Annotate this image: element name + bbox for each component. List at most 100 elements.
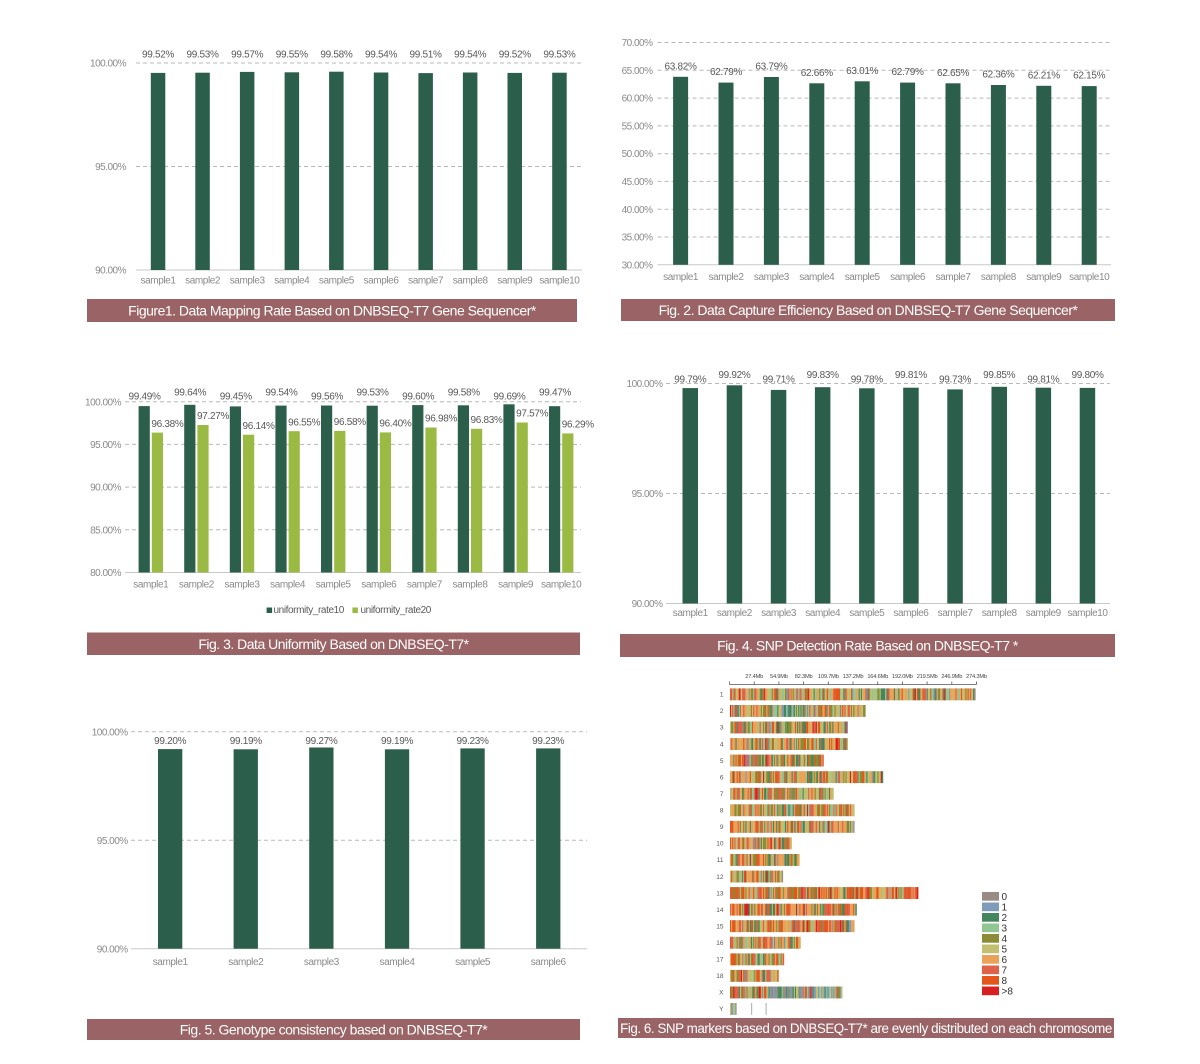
svg-text:16: 16 [716, 940, 724, 947]
svg-text:99.83%: 99.83% [807, 370, 840, 381]
svg-text:sample4: sample4 [799, 272, 835, 283]
svg-text:246.9Mb: 246.9Mb [941, 674, 962, 680]
svg-text:99.47%: 99.47% [539, 387, 572, 398]
svg-text:63.01%: 63.01% [846, 66, 879, 77]
svg-text:Y: Y [719, 1006, 724, 1013]
svg-text:82.3Mb: 82.3Mb [795, 674, 813, 680]
svg-text:2: 2 [720, 708, 724, 715]
svg-text:97.27%: 97.27% [197, 411, 230, 422]
svg-text:sample2: sample2 [185, 276, 221, 287]
svg-text:1: 1 [1002, 902, 1008, 913]
svg-text:6: 6 [720, 774, 724, 781]
svg-text:sample3: sample3 [304, 957, 340, 968]
svg-text:62.66%: 62.66% [801, 68, 834, 79]
svg-text:sample3: sample3 [230, 276, 266, 287]
svg-text:sample6: sample6 [890, 272, 926, 283]
svg-text:7: 7 [720, 791, 724, 798]
svg-text:sample10: sample10 [541, 580, 582, 591]
svg-text:164.6Mb: 164.6Mb [867, 674, 888, 680]
svg-text:96.29%: 96.29% [562, 420, 595, 431]
svg-text:35.00%: 35.00% [622, 233, 654, 244]
svg-text:8: 8 [720, 808, 724, 815]
svg-text:99.69%: 99.69% [493, 392, 526, 403]
svg-text:sample9: sample9 [1026, 608, 1062, 619]
svg-text:54.9Mb: 54.9Mb [770, 674, 788, 680]
svg-text:sample6: sample6 [893, 608, 929, 619]
svg-text:70.00%: 70.00% [622, 38, 654, 49]
svg-text:96.14%: 96.14% [243, 421, 276, 432]
svg-text:5: 5 [720, 758, 724, 765]
svg-text:99.58%: 99.58% [320, 50, 353, 61]
svg-text:9: 9 [720, 824, 724, 831]
svg-text:99.55%: 99.55% [276, 50, 309, 61]
svg-text:sample2: sample2 [179, 580, 215, 591]
svg-text:4: 4 [720, 741, 724, 748]
svg-text:sample1: sample1 [153, 957, 189, 968]
svg-text:90.00%: 90.00% [97, 944, 129, 955]
svg-text:17: 17 [716, 957, 724, 964]
svg-text:95.00%: 95.00% [90, 440, 122, 451]
svg-text:65.00%: 65.00% [622, 66, 654, 77]
svg-text:96.98%: 96.98% [425, 414, 458, 425]
svg-text:99.80%: 99.80% [1071, 370, 1104, 381]
svg-text:sample2: sample2 [709, 272, 745, 283]
svg-text:99.23%: 99.23% [532, 736, 565, 747]
svg-text:sample3: sample3 [761, 608, 797, 619]
svg-text:sample1: sample1 [141, 276, 177, 287]
svg-text:sample9: sample9 [497, 276, 533, 287]
svg-text:uniformity_rate10: uniformity_rate10 [274, 605, 345, 616]
svg-text:Fig. 2. Data Capture Efficienc: Fig. 2. Data Capture Efficiency Based on… [659, 302, 1079, 318]
svg-text:15: 15 [716, 923, 724, 930]
svg-text:4: 4 [1002, 934, 1008, 945]
svg-text:18: 18 [716, 973, 724, 980]
svg-text:99.85%: 99.85% [983, 370, 1016, 381]
svg-text:99.52%: 99.52% [142, 50, 175, 61]
svg-text:sample2: sample2 [228, 957, 264, 968]
svg-text:Fig. 5. Genotype consistency b: Fig. 5. Genotype consistency based on DN… [180, 1022, 489, 1038]
svg-text:sample6: sample6 [364, 276, 400, 287]
svg-text:sample9: sample9 [498, 580, 534, 591]
svg-text:sample8: sample8 [453, 276, 489, 287]
svg-text:99.53%: 99.53% [357, 387, 390, 398]
svg-text:96.55%: 96.55% [288, 417, 321, 428]
svg-text:sample4: sample4 [270, 580, 306, 591]
svg-text:60.00%: 60.00% [622, 94, 654, 105]
svg-text:90.00%: 90.00% [632, 599, 664, 610]
svg-text:sample5: sample5 [455, 957, 491, 968]
svg-text:63.79%: 63.79% [755, 62, 788, 73]
svg-text:99.78%: 99.78% [851, 375, 884, 386]
svg-text:99.79%: 99.79% [674, 375, 707, 386]
svg-text:Fig. 3. Data Uniformity Based: Fig. 3. Data Uniformity Based on DNBSEQ-… [198, 636, 469, 652]
svg-text:99.64%: 99.64% [174, 387, 207, 398]
svg-text:0: 0 [1002, 892, 1008, 903]
svg-text:3: 3 [720, 725, 724, 732]
svg-text:99.71%: 99.71% [763, 375, 796, 386]
svg-text:sample10: sample10 [1069, 272, 1110, 283]
svg-text:99.57%: 99.57% [231, 50, 264, 61]
svg-text:95.00%: 95.00% [632, 489, 664, 500]
svg-text:Fig. 6. SNP markers based on D: Fig. 6. SNP markers based on DNBSEQ-T7* … [620, 1021, 1112, 1036]
svg-text:63.82%: 63.82% [665, 61, 698, 72]
svg-text:219.5Mb: 219.5Mb [917, 674, 938, 680]
svg-text:99.19%: 99.19% [230, 736, 263, 747]
svg-text:2: 2 [1002, 913, 1008, 924]
svg-text:99.45%: 99.45% [220, 392, 253, 403]
svg-text:7: 7 [1002, 965, 1008, 976]
svg-text:sample2: sample2 [717, 608, 753, 619]
svg-text:97.57%: 97.57% [516, 409, 549, 420]
svg-text:sample7: sample7 [936, 272, 972, 283]
svg-text:62.15%: 62.15% [1073, 71, 1106, 82]
svg-text:96.83%: 96.83% [471, 415, 504, 426]
svg-text:99.81%: 99.81% [1027, 375, 1060, 386]
svg-text:sample3: sample3 [225, 580, 261, 591]
svg-text:1: 1 [720, 692, 724, 699]
svg-text:62.79%: 62.79% [892, 67, 925, 78]
svg-text:sample5: sample5 [845, 272, 881, 283]
svg-text:274.3Mb: 274.3Mb [966, 674, 987, 680]
svg-text:137.2Mb: 137.2Mb [843, 674, 864, 680]
svg-text:99.51%: 99.51% [410, 50, 443, 61]
svg-text:95.00%: 95.00% [95, 162, 127, 173]
svg-text:sample8: sample8 [453, 580, 489, 591]
svg-text:uniformity_rate20: uniformity_rate20 [361, 605, 432, 616]
svg-text:12: 12 [716, 874, 724, 881]
